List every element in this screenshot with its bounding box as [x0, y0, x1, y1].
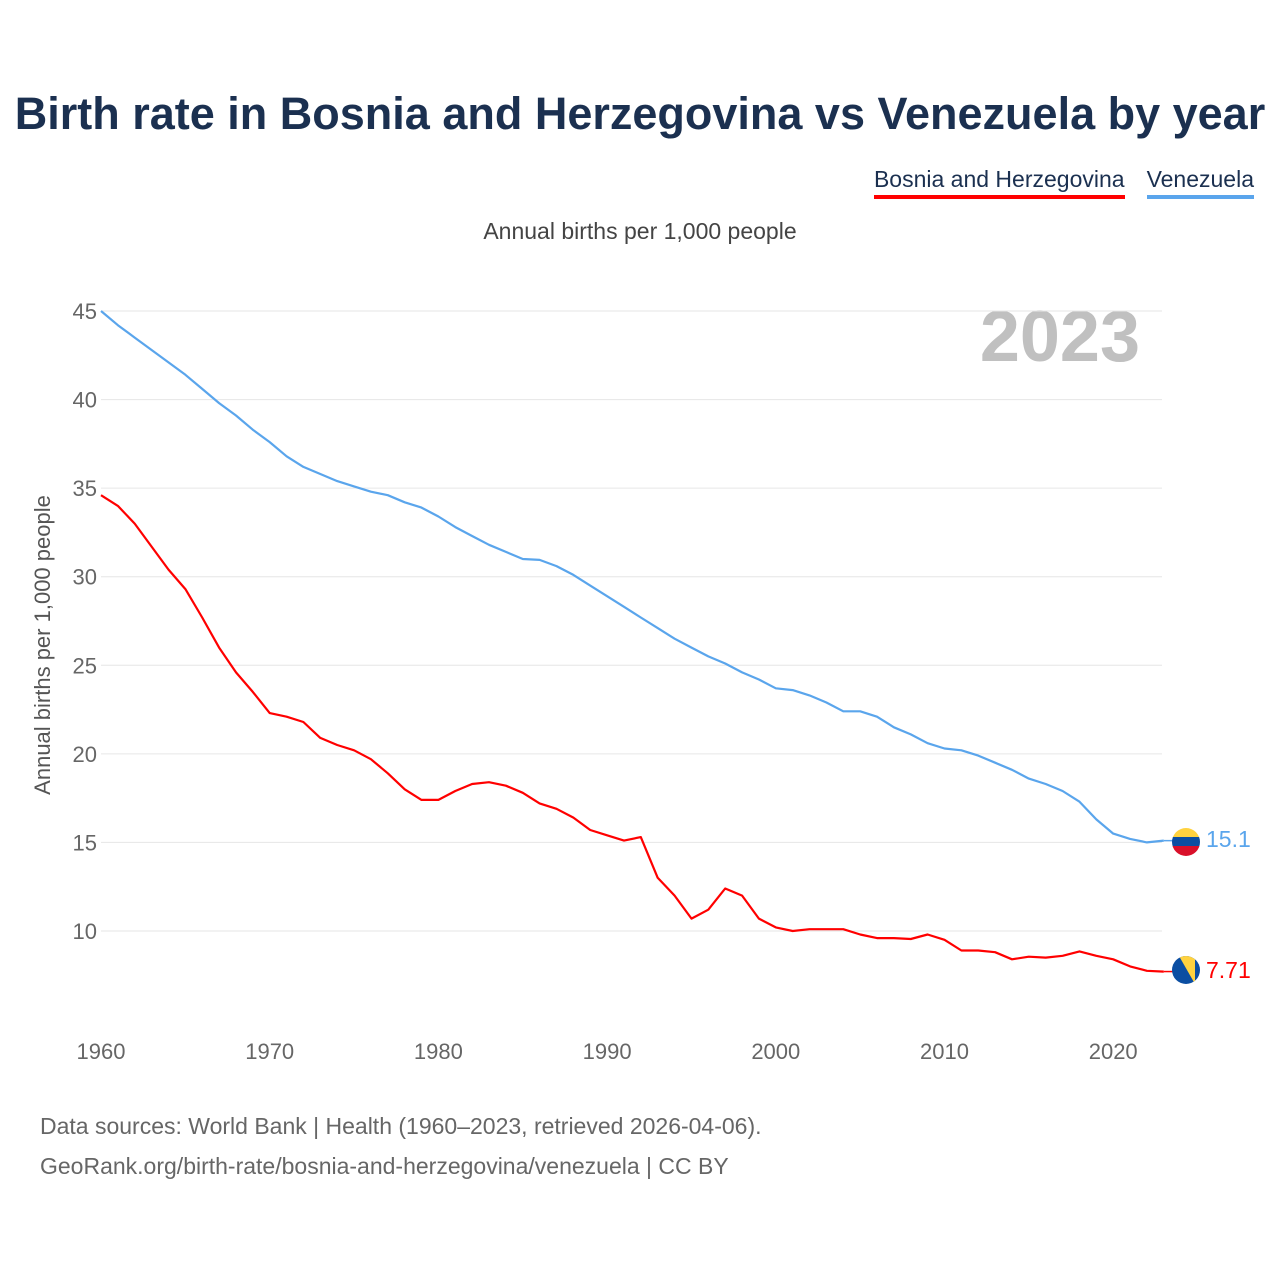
x-tick-label: 1990: [583, 1039, 632, 1064]
bosnia-flag-icon: [1172, 956, 1200, 984]
series-line-bosnia: [100, 494, 1164, 973]
y-tick-label: 45: [73, 299, 97, 324]
y-tick-label: 30: [73, 565, 97, 590]
bosnia-end-label: 7.71: [1206, 957, 1251, 983]
y-tick-label: 15: [73, 830, 97, 855]
y-tick-label: 10: [73, 919, 97, 944]
y-axis-label: Annual births per 1,000 people: [30, 495, 55, 795]
y-tick-label: 25: [73, 653, 97, 678]
source-line-1: Data sources: World Bank | Health (1960–…: [40, 1113, 762, 1139]
x-tick-label: 1960: [77, 1039, 126, 1064]
chart-subtitle: Annual births per 1,000 people: [483, 218, 797, 244]
series-line-venezuela: [100, 310, 1164, 844]
y-tick-label: 40: [73, 388, 97, 413]
y-tick-label: 35: [73, 476, 97, 501]
x-tick-label: 1970: [245, 1039, 294, 1064]
year-watermark: 2023: [980, 297, 1140, 377]
y-tick-label: 20: [73, 742, 97, 767]
source-note: Data sources: World Bank | Health (1960–…: [40, 1106, 762, 1186]
legend: Bosnia and Herzegovina Venezuela: [873, 166, 1254, 199]
chart-title: Birth rate in Bosnia and Herzegovina vs …: [14, 88, 1266, 139]
x-tick-label: 2020: [1089, 1039, 1138, 1064]
x-tick-label: 2010: [920, 1039, 969, 1064]
source-line-2[interactable]: GeoRank.org/birth-rate/bosnia-and-herzeg…: [40, 1153, 729, 1179]
x-tick-label: 2000: [751, 1039, 800, 1064]
legend-item-venezuela[interactable]: Venezuela: [1146, 166, 1254, 199]
legend-item-bosnia[interactable]: Bosnia and Herzegovina: [873, 166, 1125, 199]
venezuela-end-label: 15.1: [1206, 826, 1251, 852]
venezuela-flag-icon: [1172, 828, 1200, 856]
x-tick-label: 1980: [414, 1039, 463, 1064]
